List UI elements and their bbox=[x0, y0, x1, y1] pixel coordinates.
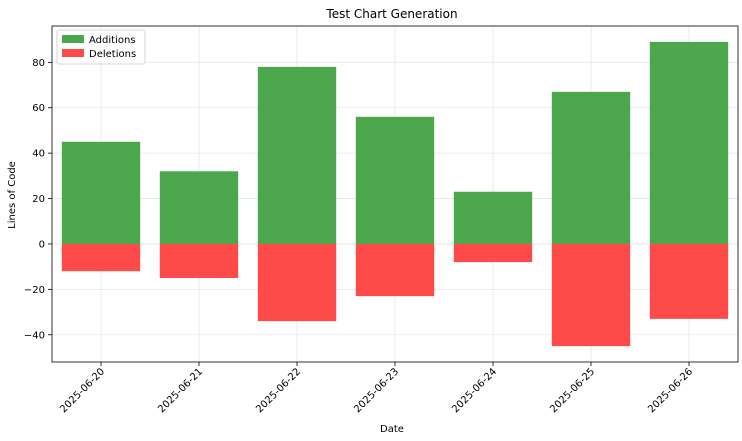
x-tick-label: 2025-06-25 bbox=[548, 366, 597, 415]
y-tick-label: 80 bbox=[32, 58, 45, 69]
legend: Additions Deletions bbox=[56, 29, 146, 65]
bar-deletions bbox=[159, 243, 239, 278]
bar-deletions bbox=[61, 243, 141, 272]
bar-additions bbox=[355, 116, 435, 244]
y-tick-label: 0 bbox=[39, 239, 45, 250]
y-tick-label: 20 bbox=[32, 194, 45, 205]
legend-swatch bbox=[62, 35, 84, 43]
y-axis: −40 −20 0 20 40 60 80 bbox=[24, 58, 52, 341]
y-axis-title: Lines of Code bbox=[7, 161, 18, 229]
x-tick-label: 2025-06-23 bbox=[352, 366, 401, 415]
y-tick-label: 60 bbox=[32, 103, 45, 114]
y-tick-label: −40 bbox=[24, 330, 45, 341]
bar-deletions bbox=[551, 243, 631, 347]
y-tick-label: −20 bbox=[24, 285, 45, 296]
bar-additions bbox=[61, 141, 141, 244]
legend-label: Deletions bbox=[89, 49, 136, 60]
x-tick-label: 2025-06-21 bbox=[156, 366, 205, 415]
legend-label: Additions bbox=[89, 35, 136, 46]
bar-additions bbox=[649, 41, 729, 244]
x-tick-label: 2025-06-26 bbox=[646, 366, 695, 415]
bar-additions bbox=[159, 171, 239, 244]
x-tick-label: 2025-06-24 bbox=[450, 366, 499, 415]
x-tick-label: 2025-06-20 bbox=[58, 366, 107, 415]
x-axis-title: Date bbox=[380, 424, 404, 435]
bar-deletions bbox=[649, 243, 729, 319]
bar-additions bbox=[453, 191, 533, 244]
bars bbox=[61, 41, 729, 347]
bar-deletions bbox=[355, 243, 435, 297]
bar-deletions bbox=[453, 243, 533, 263]
bar-deletions bbox=[257, 243, 337, 322]
bar-additions bbox=[257, 66, 337, 244]
y-tick-label: 40 bbox=[32, 149, 45, 160]
bar-additions bbox=[551, 91, 631, 244]
legend-swatch bbox=[62, 49, 84, 57]
chart-title: Test Chart Generation bbox=[325, 7, 457, 21]
x-tick-label: 2025-06-22 bbox=[254, 366, 303, 415]
x-axis: 2025-06-20 2025-06-21 2025-06-22 2025-06-23… bbox=[58, 362, 695, 415]
